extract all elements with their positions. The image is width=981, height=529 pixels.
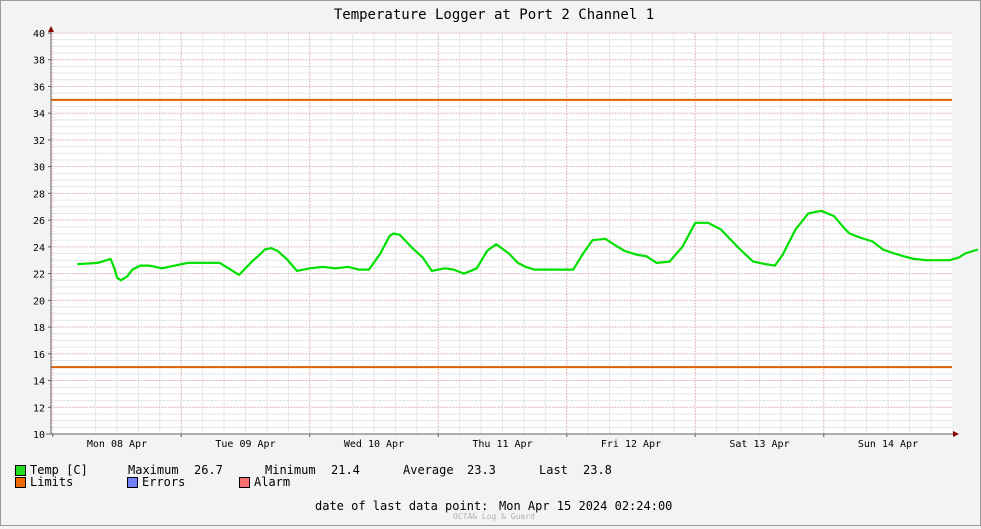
minor-grid: [51, 32, 952, 435]
temp-swatch: [15, 465, 26, 476]
average-value: 23.3: [467, 463, 496, 477]
x-axis-arrow: [953, 431, 959, 437]
last-value: 23.8: [583, 463, 612, 477]
y-tick-label: 16: [33, 350, 45, 361]
y-axis-ticks: 10 12 14 16 18 20 22 24 26 28 30 32 34 36 38 40: [33, 29, 51, 441]
legend-errors-label: Errors: [142, 475, 186, 489]
x-tick-label: Fri 12 Apr: [601, 439, 661, 450]
y-tick-label: 28: [33, 189, 45, 200]
y-tick-label: 34: [33, 109, 45, 120]
x-tick-label: Sat 13 Apr: [729, 439, 789, 450]
minimum-label: Minimum: [265, 463, 316, 477]
y-tick-label: 38: [33, 56, 45, 67]
average-label: Average: [403, 463, 454, 477]
alarm-swatch: [239, 477, 250, 488]
legend-temp-label: Temp [C]: [30, 463, 88, 477]
y-tick-label: 40: [33, 29, 45, 40]
y-tick-label: 30: [33, 163, 45, 174]
limits-swatch: [15, 477, 26, 488]
y-tick-label: 12: [33, 403, 45, 414]
maximum-value: 26.7: [194, 463, 223, 477]
x-tick-label: Sun 14 Apr: [858, 439, 918, 450]
x-tick-label: Mon 08 Apr: [87, 439, 147, 450]
chart-title: Temperature Logger at Port 2 Channel 1: [334, 7, 654, 23]
y-tick-label: 26: [33, 216, 45, 227]
y-tick-label: 36: [33, 82, 45, 93]
y-tick-label: 24: [33, 243, 45, 254]
y-tick-label: 20: [33, 296, 45, 307]
y-tick-label: 18: [33, 323, 45, 334]
series-line-temp: [77, 209, 979, 282]
y-tick-label: 32: [33, 136, 45, 147]
limit-lines: [51, 98, 952, 369]
x-axis-ticks: Mon 08 Apr Tue 09 Apr Wed 10 Apr Thu 11 Apr…: [52, 434, 918, 450]
last-label: Last: [539, 463, 568, 477]
maximum-label: Maximum: [128, 463, 179, 477]
legend-alarm-label: Alarm: [254, 475, 291, 489]
legend-limits-label: Limits: [30, 475, 74, 489]
x-tick-label: Wed 10 Apr: [344, 439, 404, 450]
minimum-value: 21.4: [331, 463, 360, 477]
y-tick-label: 10: [33, 430, 45, 441]
x-tick-label: Tue 09 Apr: [215, 439, 275, 450]
last-data-point-value: Mon Apr 15 2024 02:24:00: [499, 499, 673, 513]
x-tick-label: Thu 11 Apr: [472, 439, 532, 450]
y-axis-arrow: [48, 26, 54, 32]
watermark: OCTA& Log & Guard: [453, 512, 535, 521]
y-tick-label: 14: [33, 377, 45, 388]
y-tick-label: 22: [33, 270, 45, 281]
last-data-point-label: date of last data point:: [315, 499, 489, 513]
errors-swatch: [127, 477, 138, 488]
